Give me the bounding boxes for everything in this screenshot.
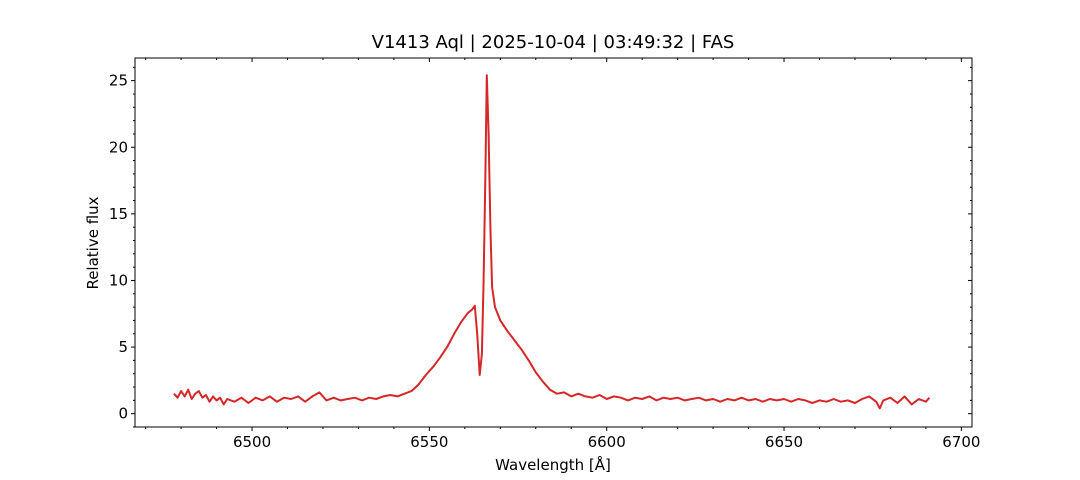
y-tick-label: 5 — [118, 338, 128, 356]
x-tick-label: 6700 — [942, 433, 980, 451]
series-group — [173, 74, 931, 410]
chart-title: V1413 Aql | 2025-10-04 | 03:49:32 | FAS — [372, 32, 735, 53]
x-tick-label: 6650 — [765, 433, 803, 451]
axis-ticks — [131, 58, 972, 431]
y-tick-label: 20 — [109, 138, 128, 156]
plot-frame — [134, 57, 973, 428]
y-axis-label: Relative flux — [84, 196, 102, 289]
y-tick-label: 10 — [109, 271, 128, 289]
y-tick-label: 25 — [109, 72, 128, 90]
x-tick-label: 6550 — [410, 433, 448, 451]
x-tick-label: 6600 — [588, 433, 626, 451]
x-axis-label: Wavelength [Å] — [495, 455, 611, 474]
y-tick-label: 0 — [118, 405, 128, 423]
y-tick-label: 15 — [109, 205, 128, 223]
spectrum-line — [173, 74, 931, 410]
x-tick-label: 6500 — [233, 433, 271, 451]
axis-tick-labels: 6500 6550 6600 6650 6700 0 5 10 15 20 25 — [109, 72, 981, 451]
